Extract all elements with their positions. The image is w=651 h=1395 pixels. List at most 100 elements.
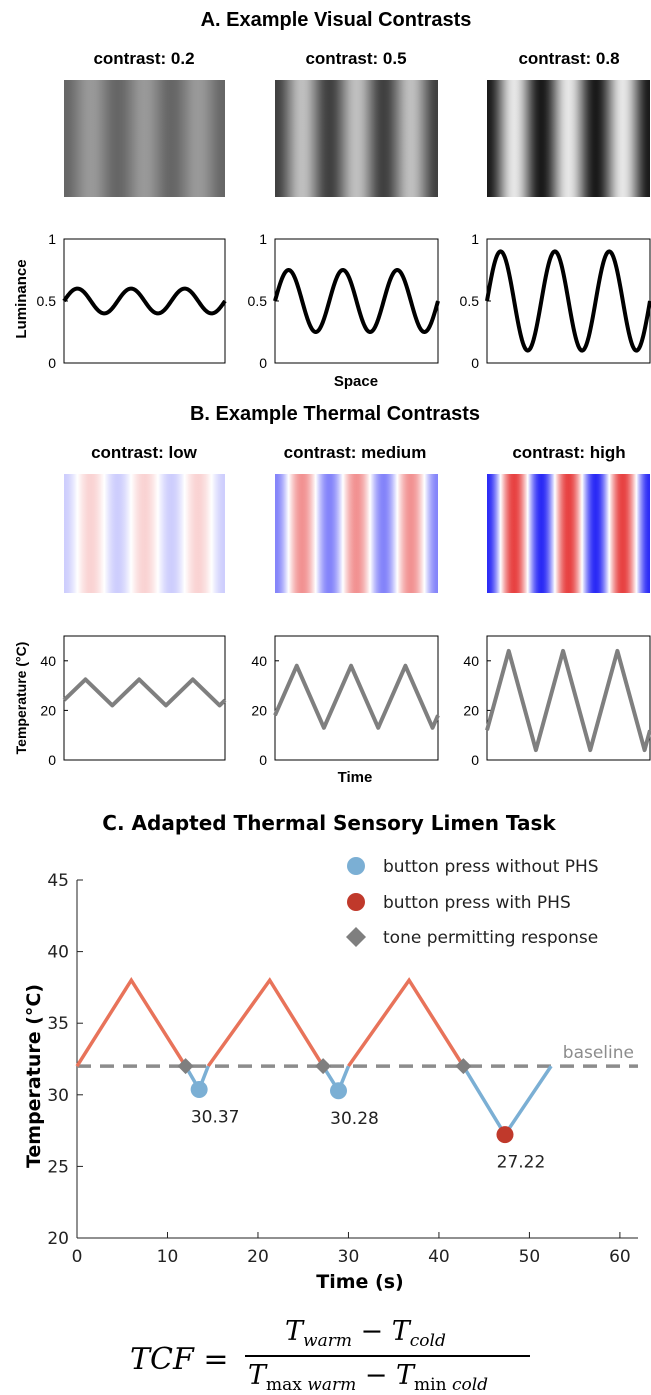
tone-diamond-marker	[177, 1058, 194, 1075]
formula-t-min: T	[396, 1360, 415, 1391]
y-tick-label: 0	[48, 355, 56, 371]
y-tick-label: 0	[259, 752, 267, 768]
legend-label-tone: tone permitting response	[383, 928, 598, 948]
formula-denominator: Tmax warm − Tmin cold	[248, 1360, 488, 1395]
y-tick-label: 40	[47, 943, 69, 963]
visual-grating-3	[487, 80, 650, 197]
y-tick-label: 20	[40, 702, 56, 718]
x-tick-label: 30	[338, 1247, 360, 1267]
x-tick-label: 20	[247, 1247, 269, 1267]
formula-equals: =	[203, 1342, 229, 1377]
temperature-plot-frame	[63, 635, 226, 761]
formula-sub-min-cold: min cold	[414, 1375, 488, 1395]
thermal-grating-medium	[275, 474, 438, 593]
y-tick-label: 40	[463, 653, 479, 669]
luminance-plots: 0 0.5 1 0 0.5 1 0 0.5 1	[37, 231, 651, 371]
y-tick-label: 0.5	[37, 293, 57, 309]
panel-b-title: B. Example Thermal Contrasts	[190, 403, 480, 425]
y-tick-label: 1	[259, 231, 267, 247]
thermal-grating-high	[487, 474, 650, 593]
formula-sub-max-warm: max warm	[266, 1375, 356, 1395]
formula-cold-2: cold	[451, 1375, 489, 1395]
y-tick-label: 25	[47, 1157, 69, 1177]
legend: button press without PHS button press wi…	[346, 857, 599, 948]
response-value-label: 30.28	[330, 1109, 379, 1129]
panel-a-column-1: contrast: 0.2	[64, 49, 225, 197]
formula-sub-cold: cold	[409, 1331, 446, 1351]
legend-item-without-phs: button press without PHS	[347, 857, 599, 877]
baseline-label: baseline	[563, 1043, 634, 1063]
formula-min: min	[414, 1375, 447, 1395]
x-tick-label: 10	[157, 1247, 179, 1267]
luminance-curve	[273, 268, 440, 334]
x-tick-label: 60	[609, 1247, 631, 1267]
temperature-plot-frame	[274, 635, 439, 761]
formula-lhs: TCF =	[130, 1342, 228, 1377]
legend-item-with-phs: button press with PHS	[347, 893, 571, 913]
y-tick-label: 0.5	[248, 293, 268, 309]
formula-minus-1: −	[360, 1316, 384, 1347]
x-tick-label: 0	[72, 1247, 83, 1267]
response-value-label: 27.22	[497, 1153, 546, 1173]
contrast-label-b1: contrast: low	[91, 443, 198, 462]
formula-fraction-bar	[245, 1355, 530, 1357]
visual-grating-2	[275, 80, 438, 197]
panel-b-column-2: contrast: medium	[275, 443, 438, 593]
panel-b-column-3: contrast: high	[487, 443, 650, 593]
panel-c-title: C. Adapted Thermal Sensory Limen Task	[102, 811, 556, 835]
contrast-label-a3: contrast: 0.8	[518, 49, 619, 68]
response-with-phs-marker	[496, 1126, 514, 1144]
y-tick-label: 1	[48, 231, 56, 247]
y-tick-label: 0	[471, 752, 479, 768]
temperature-curve	[62, 677, 227, 708]
warming-segment	[206, 977, 325, 1068]
tone-diamond-marker	[455, 1058, 472, 1075]
y-tick-label: 0	[48, 752, 56, 768]
y-tick-label: 0.5	[460, 293, 480, 309]
warming-segment	[347, 977, 465, 1068]
chart-y-axis-label: Temperature (°C)	[23, 984, 45, 1168]
response-without-phs-marker	[190, 1081, 208, 1099]
formula-warm-2: warm	[307, 1375, 357, 1395]
luminance-curve	[485, 249, 651, 353]
y-tick-label: 45	[47, 871, 69, 891]
x-tick-label: 50	[519, 1247, 541, 1267]
visual-grating-1	[64, 80, 225, 197]
y-tick-label: 0	[259, 355, 267, 371]
formula-numerator: Twarm − Tcold	[285, 1316, 446, 1351]
y-tick-label: 30	[47, 1086, 69, 1106]
legend-item-tone: tone permitting response	[346, 927, 598, 948]
cooling-segment	[461, 1065, 553, 1138]
response-value-label: 30.37	[191, 1108, 240, 1128]
temperature-curve	[485, 648, 651, 753]
formula-minus-2: −	[364, 1360, 388, 1391]
formula-tcf: TCF	[130, 1342, 194, 1377]
legend-red-circle-icon	[347, 893, 365, 911]
figure: A. Example Visual Contrasts contrast: 0.…	[13, 9, 651, 1293]
time-axis-label: Time	[338, 769, 373, 786]
temperature-plots: 0 20 40 0 20 40 0 20 40	[40, 635, 651, 768]
y-tick-label: 0	[471, 355, 479, 371]
formula-t-max: T	[248, 1360, 267, 1391]
legend-diamond-icon	[346, 927, 366, 947]
formula-t-warm: T	[285, 1316, 304, 1347]
formula-sub-warm: warm	[303, 1331, 352, 1351]
y-tick-label: 40	[40, 653, 56, 669]
temperature-axis-label-b: Temperature (°C)	[13, 642, 29, 755]
contrast-label-a2: contrast: 0.5	[305, 49, 406, 68]
luminance-curve	[62, 286, 227, 316]
response-without-phs-marker	[329, 1082, 347, 1100]
legend-label-with-phs: button press with PHS	[383, 893, 571, 913]
warming-segment	[75, 976, 188, 1068]
formula-max: max	[266, 1375, 302, 1395]
y-tick-label: 20	[47, 1229, 69, 1249]
panel-a-title: A. Example Visual Contrasts	[201, 9, 472, 31]
panel-a-column-2: contrast: 0.5	[275, 49, 438, 197]
legend-label-without-phs: button press without PHS	[383, 857, 599, 877]
contrast-label-b2: contrast: medium	[284, 443, 427, 462]
contrast-label-b3: contrast: high	[512, 443, 625, 462]
tcf-formula: TCF = Twarm − Tcold Tmax warm − Tmin col…	[0, 1310, 651, 1395]
chart-x-axis-label: Time (s)	[316, 1271, 403, 1293]
temperature-curve	[273, 663, 440, 730]
panel-b-column-1: contrast: low	[64, 443, 225, 593]
